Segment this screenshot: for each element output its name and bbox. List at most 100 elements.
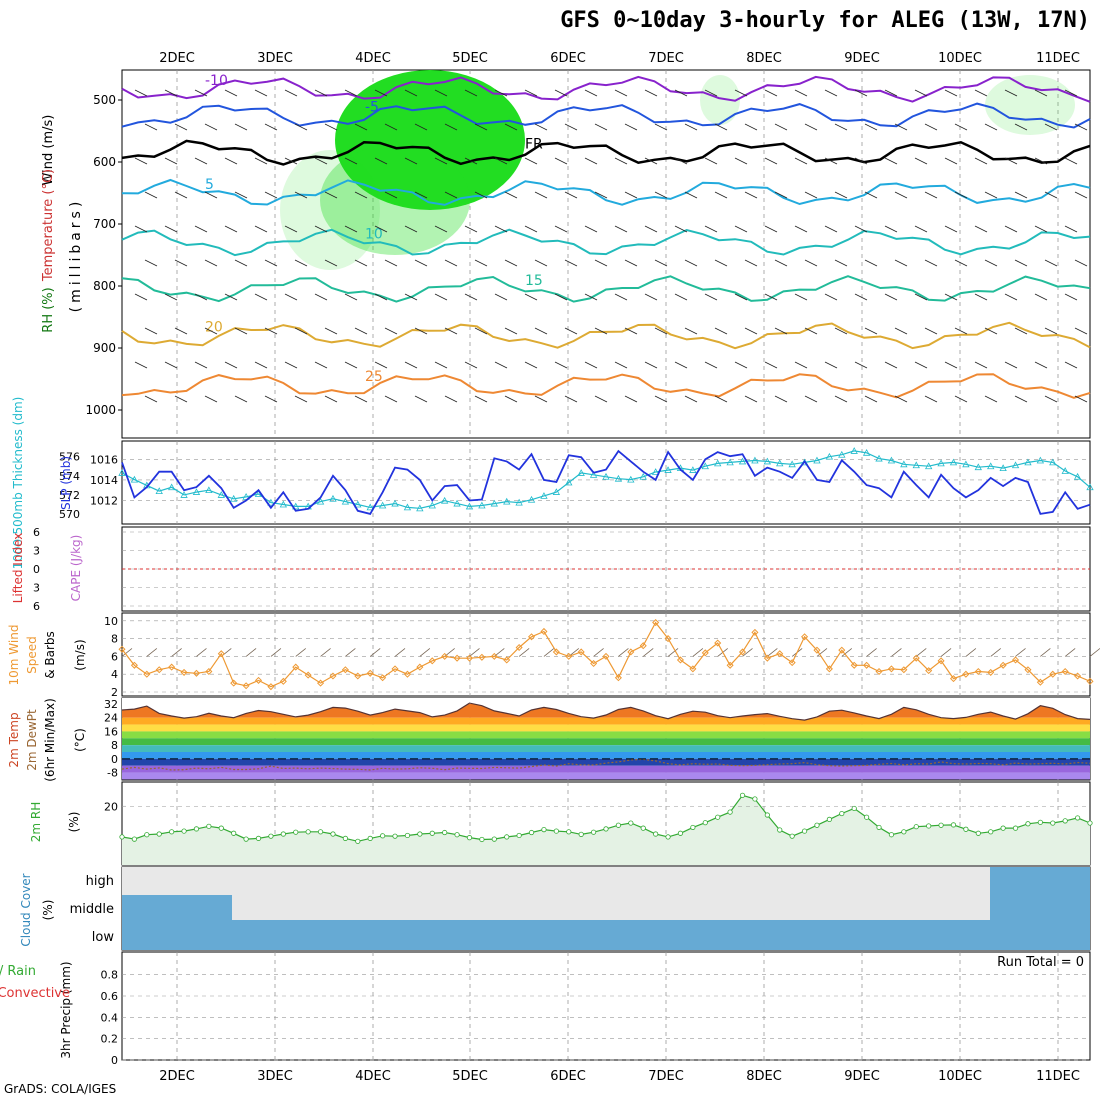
wind-barb (134, 293, 148, 301)
wind-speed-point (577, 648, 585, 656)
wind-speed-point (490, 652, 498, 660)
wind-barb (654, 123, 668, 131)
wind-barb (524, 293, 538, 301)
rh-point (206, 823, 212, 829)
wind-barb-10m (866, 648, 877, 657)
wind-barb-10m (1064, 648, 1076, 657)
wind-barb (734, 89, 748, 97)
rh-point (454, 832, 460, 838)
rh-point (268, 833, 274, 839)
y-axis-label-temperature: Temperature (°C) (41, 169, 56, 282)
wind-speed-point (254, 676, 263, 684)
wind-speed-point (242, 682, 250, 690)
wind-speed-point (652, 619, 660, 627)
temp-tick-label: 32 (104, 698, 118, 711)
wind-barb (554, 225, 568, 233)
wind-barb-10m (667, 648, 679, 657)
thickness-point (924, 462, 933, 470)
wind-speed-point (751, 628, 759, 636)
temp-tick-label: 8 (111, 739, 118, 752)
thickness-point (614, 474, 623, 482)
rh-area (320, 145, 470, 255)
wind-barb (944, 89, 958, 97)
wind-barb (674, 361, 688, 369)
thickness-tick-label: 572 (59, 489, 80, 502)
wind-barb (674, 157, 688, 165)
rh-point (342, 835, 348, 841)
wind-barb (464, 157, 478, 165)
wind-barb (164, 293, 178, 301)
rh-point (876, 824, 882, 831)
temp-color-band (122, 738, 1090, 746)
precip-label-total: Total / Rain (0, 964, 36, 979)
wind-barb (534, 123, 548, 131)
rh-area (700, 75, 740, 125)
rh-point (578, 831, 584, 837)
wind-barb (264, 327, 278, 335)
wind-barb (794, 89, 808, 97)
wind-barb (824, 225, 838, 233)
isotherm-label: 20 (205, 320, 223, 336)
rh-point (466, 835, 473, 841)
wind-barb (974, 293, 988, 301)
wind-barb (294, 395, 308, 403)
isotherm-line (121, 373, 1091, 399)
thickness-point (440, 496, 449, 504)
temp-tick-label: 0 (111, 753, 118, 766)
wind-barb (384, 123, 398, 131)
wind-barb (564, 327, 578, 335)
wind-barb (974, 225, 988, 233)
thickness-point (341, 497, 350, 505)
rh-point (926, 823, 932, 829)
wind-barb (774, 191, 788, 199)
wind-barb (524, 157, 538, 165)
rh-point (504, 834, 510, 840)
wind-barb (714, 395, 728, 403)
wind-barb (584, 89, 598, 97)
wind-barb-10m (742, 648, 753, 657)
wind-barb (1014, 191, 1028, 199)
rh-point (119, 834, 125, 840)
isotherm-line (121, 228, 1091, 257)
thickness-point (862, 448, 871, 456)
wind-barb (564, 191, 578, 199)
wind-barb (404, 89, 418, 97)
wind-speed-point (341, 666, 349, 674)
wind-barb (624, 259, 638, 267)
wind-barb-10m (618, 648, 629, 657)
wind-barb (984, 395, 998, 403)
x-tick-label-top: 11DEC (1036, 51, 1080, 66)
wind-barb (764, 293, 778, 301)
thickness-point (776, 459, 784, 467)
thickness-point (689, 466, 697, 473)
y-axis-label-rh: RH (%) (41, 287, 56, 332)
wind-barb (554, 89, 568, 97)
wind-speed-point (788, 659, 796, 667)
wind-barb (504, 395, 518, 403)
wind-barb (854, 225, 868, 233)
thickness-point (887, 456, 896, 464)
thickness-point (316, 497, 325, 505)
y-axis-label-wind: Wind (m/s) (41, 115, 56, 186)
thickness-point (788, 460, 796, 468)
wind-barb (744, 123, 758, 131)
wind-barb (704, 293, 718, 301)
wind-barb-10m (543, 648, 555, 657)
wind-barb (504, 123, 518, 131)
wind-barb (404, 157, 418, 165)
wind-barb (474, 395, 488, 403)
wind-barb (464, 89, 478, 97)
thickness-point (205, 486, 213, 494)
rh-point (491, 836, 497, 842)
wind-barb (294, 123, 308, 131)
isotherm-line (121, 75, 1091, 103)
wind-barb (744, 395, 758, 403)
wind-barb (164, 225, 178, 233)
rh-point (801, 828, 808, 834)
wind-barb (944, 293, 958, 301)
wind-barb (1034, 361, 1048, 369)
wind-speed-point (937, 657, 945, 665)
thickness-point (850, 447, 858, 454)
wind-speed-point (304, 671, 312, 679)
